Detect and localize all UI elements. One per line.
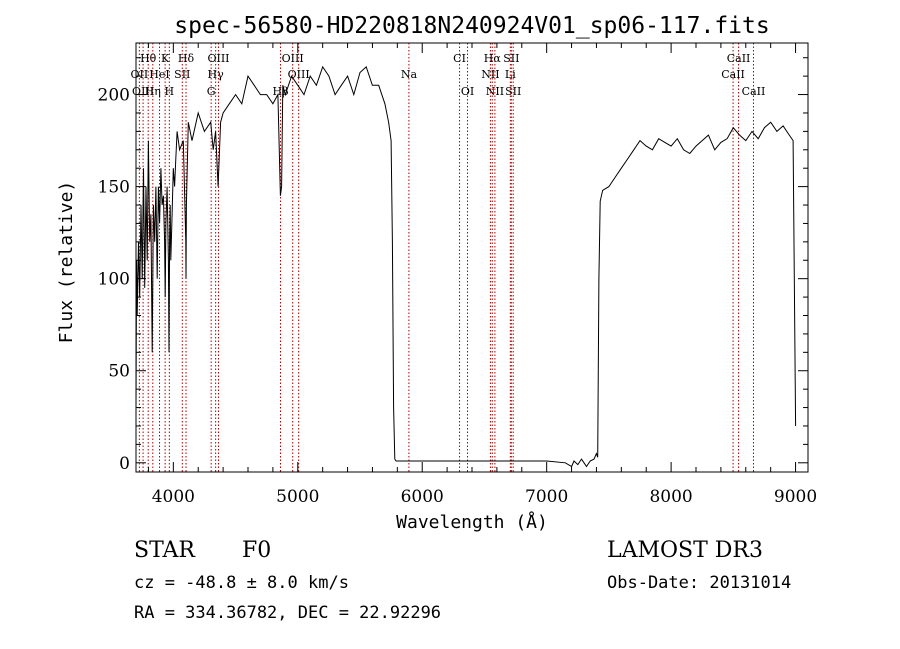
spectral-line-label: SII xyxy=(505,85,521,98)
x-tick-label: 4000 xyxy=(152,487,195,507)
spectral-line-label: CI xyxy=(453,52,466,65)
spectral-line-label: HeI xyxy=(149,68,169,81)
coordinates: RA = 334.36782, DEC = 22.92296 xyxy=(134,603,442,623)
chart-title: spec-56580-HD220818N240924V01_sp06-117.f… xyxy=(174,13,769,39)
x-axis-label: Wavelength (Å) xyxy=(396,511,548,533)
spectral-line-label: CaII xyxy=(721,68,745,81)
plot-frame xyxy=(135,42,809,473)
y-tick-label: 150 xyxy=(98,178,130,198)
spectral-line-label: CaII xyxy=(727,52,751,65)
spectral-line-label: K xyxy=(161,52,170,65)
spectral-line-label: Hα xyxy=(484,52,502,65)
spectrum-line xyxy=(135,65,797,468)
y-tick-label: 50 xyxy=(108,362,130,382)
survey-name: LAMOST DR3 xyxy=(607,538,763,563)
spectral-line-label: Hθ xyxy=(140,52,157,65)
x-axis-ticks: 4000 5000 6000 7000 8000 9000 xyxy=(147,43,817,507)
spectral-line-label: SII xyxy=(503,52,519,65)
spectral-line-label: OII xyxy=(131,68,149,81)
spectral-line-label: OI xyxy=(461,85,474,98)
redshift-velocity: cz = -48.8 ± 8.0 km/s xyxy=(134,573,349,593)
observation-date: Obs-Date: 20131014 xyxy=(607,573,792,593)
spectral-line-label: Hγ xyxy=(208,68,225,81)
spectral-line-label: G xyxy=(207,85,216,98)
spectral-lines xyxy=(138,43,754,472)
x-tick-label: 5000 xyxy=(276,487,319,507)
spectral-line-label: Hδ xyxy=(178,52,195,65)
spectral-line-label: NII xyxy=(481,68,499,81)
x-tick-label: 7000 xyxy=(525,487,568,507)
spectral-line-label: OIII xyxy=(282,52,304,65)
y-tick-label: 200 xyxy=(98,86,130,106)
y-axis-label: Flux (relative) xyxy=(56,181,77,344)
spectral-line-label: SII xyxy=(174,68,190,81)
x-tick-label: 6000 xyxy=(401,487,444,507)
spectral-line-label: CaII xyxy=(742,85,766,98)
x-tick-label: 9000 xyxy=(774,487,817,507)
spectral-line-label: Hη xyxy=(145,85,161,98)
y-axis-ticks: 0 50 100 150 200 xyxy=(98,57,808,474)
x-tick-label: 8000 xyxy=(649,487,692,507)
spectral-line-label: H xyxy=(165,85,175,98)
spectral-line-label: Hβ xyxy=(273,85,289,98)
object-type: STAR xyxy=(134,538,195,563)
y-tick-label: 100 xyxy=(98,270,130,290)
y-tick-label: 0 xyxy=(119,454,130,474)
spectral-line-label: Na xyxy=(401,68,418,81)
spectral-subclass: F0 xyxy=(242,538,272,563)
spectral-line-label: Li xyxy=(505,68,516,81)
spectral-line-label: NII xyxy=(486,85,504,98)
spectral-line-label: OIII xyxy=(207,52,229,65)
